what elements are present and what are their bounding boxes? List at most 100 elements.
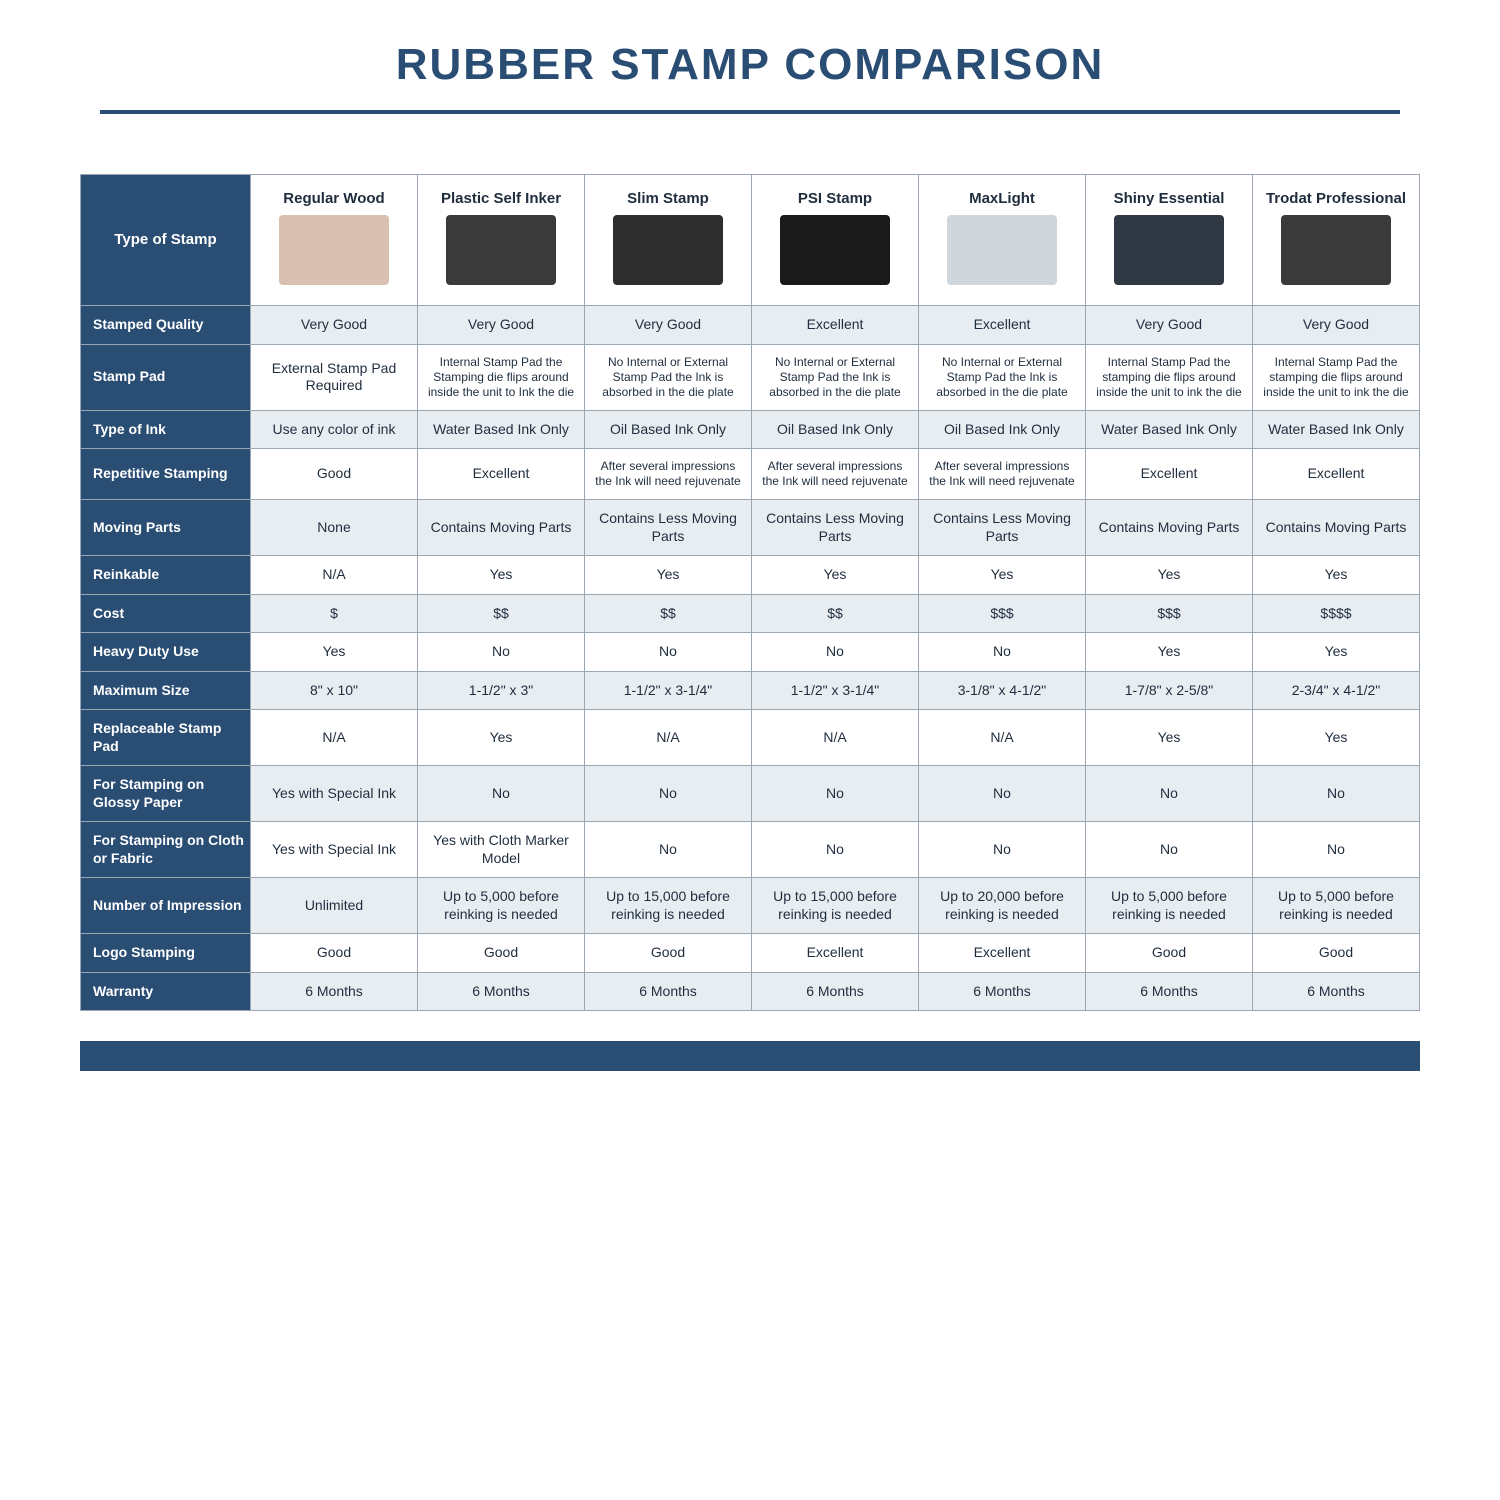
table-cell: Excellent: [1086, 449, 1253, 500]
table-row: Cost$$$$$$$$$$$$$$$$$: [81, 594, 1420, 633]
row-header: Repetitive Stamping: [81, 449, 251, 500]
table-row: Maximum Size8" x 10"1-1/2" x 3"1-1/2" x …: [81, 671, 1420, 710]
table-cell: Unlimited: [251, 878, 418, 934]
table-cell: Up to 5,000 before reinking is needed: [1253, 878, 1420, 934]
table-row: Repetitive StampingGoodExcellentAfter se…: [81, 449, 1420, 500]
table-cell: Yes: [1253, 556, 1420, 595]
table-cell: Very Good: [585, 306, 752, 345]
table-cell: No: [1086, 822, 1253, 878]
table-cell: 1-1/2" x 3": [418, 671, 585, 710]
table-cell: Yes: [1086, 710, 1253, 766]
table-cell: Very Good: [1086, 306, 1253, 345]
col-head-5: Shiny Essential: [1086, 175, 1253, 306]
table-cell: Very Good: [251, 306, 418, 345]
table-cell: No Internal or External Stamp Pad the In…: [752, 344, 919, 410]
stamp-image-5: [1114, 215, 1224, 285]
title-block: RUBBER STAMP COMPARISON: [0, 0, 1500, 134]
table-cell: 6 Months: [752, 972, 919, 1011]
row-header: Stamp Pad: [81, 344, 251, 410]
row-header: For Stamping on Glossy Paper: [81, 766, 251, 822]
table-cell: No: [752, 822, 919, 878]
col-label-0: Regular Wood: [257, 190, 411, 209]
row-header: Warranty: [81, 972, 251, 1011]
table-cell: No: [752, 633, 919, 672]
table-cell: 6 Months: [251, 972, 418, 1011]
table-cell: Yes: [1253, 633, 1420, 672]
table-cell: Yes: [1086, 633, 1253, 672]
col-head-0: Regular Wood: [251, 175, 418, 306]
row-header: Maximum Size: [81, 671, 251, 710]
table-cell: Yes: [1253, 710, 1420, 766]
table-cell: $$$: [1086, 594, 1253, 633]
table-cell: No: [1086, 766, 1253, 822]
stamp-image-2: [613, 215, 723, 285]
table-cell: No: [585, 633, 752, 672]
table-cell: Good: [418, 934, 585, 973]
table-cell: 8" x 10": [251, 671, 418, 710]
table-cell: No: [919, 633, 1086, 672]
table-row: For Stamping on Cloth or FabricYes with …: [81, 822, 1420, 878]
table-cell: Very Good: [1253, 306, 1420, 345]
table-cell: Up to 5,000 before reinking is needed: [418, 878, 585, 934]
table-cell: Oil Based Ink Only: [752, 410, 919, 449]
table-cell: No Internal or External Stamp Pad the In…: [919, 344, 1086, 410]
table-cell: 6 Months: [585, 972, 752, 1011]
stamp-image-1: [446, 215, 556, 285]
table-cell: $$: [585, 594, 752, 633]
table-cell: No: [585, 822, 752, 878]
table-cell: No: [1253, 822, 1420, 878]
table-cell: Use any color of ink: [251, 410, 418, 449]
table-cell: Contains Less Moving Parts: [752, 500, 919, 556]
stamp-image-6: [1281, 215, 1391, 285]
table-cell: No: [919, 822, 1086, 878]
table-cell: Internal Stamp Pad the stamping die flip…: [1253, 344, 1420, 410]
table-cell: No: [919, 766, 1086, 822]
page-title: RUBBER STAMP COMPARISON: [0, 40, 1500, 90]
table-row: Type of InkUse any color of inkWater Bas…: [81, 410, 1420, 449]
table-cell: After several impressions the Ink will n…: [752, 449, 919, 500]
col-head-3: PSI Stamp: [752, 175, 919, 306]
table-cell: Excellent: [418, 449, 585, 500]
table-cell: After several impressions the Ink will n…: [919, 449, 1086, 500]
table-cell: Yes: [418, 556, 585, 595]
table-cell: No: [585, 766, 752, 822]
table-cell: No: [418, 766, 585, 822]
table-row: Warranty6 Months6 Months6 Months6 Months…: [81, 972, 1420, 1011]
table-wrap: Type of Stamp Regular Wood Plastic Self …: [0, 134, 1500, 1041]
table-cell: Contains Moving Parts: [418, 500, 585, 556]
table-cell: 1-1/2" x 3-1/4": [752, 671, 919, 710]
table-cell: Yes with Special Ink: [251, 766, 418, 822]
table-row: Moving PartsNoneContains Moving PartsCon…: [81, 500, 1420, 556]
table-cell: 1-7/8" x 2-5/8": [1086, 671, 1253, 710]
table-cell: Excellent: [919, 934, 1086, 973]
col-label-6: Trodat Professional: [1259, 190, 1413, 209]
row-header: For Stamping on Cloth or Fabric: [81, 822, 251, 878]
col-label-2: Slim Stamp: [591, 190, 745, 209]
table-cell: No: [752, 766, 919, 822]
col-label-4: MaxLight: [925, 190, 1079, 209]
table-cell: No: [1253, 766, 1420, 822]
table-cell: After several impressions the Ink will n…: [585, 449, 752, 500]
table-row: Stamped QualityVery GoodVery GoodVery Go…: [81, 306, 1420, 345]
table-cell: Contains Less Moving Parts: [919, 500, 1086, 556]
table-cell: External Stamp Pad Required: [251, 344, 418, 410]
table-cell: Water Based Ink Only: [1086, 410, 1253, 449]
table-cell: Good: [585, 934, 752, 973]
table-cell: Good: [1253, 934, 1420, 973]
table-cell: Internal Stamp Pad the Stamping die flip…: [418, 344, 585, 410]
table-cell: Yes: [1086, 556, 1253, 595]
table-cell: Excellent: [752, 306, 919, 345]
table-cell: Very Good: [418, 306, 585, 345]
row-header: Cost: [81, 594, 251, 633]
table-cell: N/A: [251, 556, 418, 595]
stamp-image-3: [780, 215, 890, 285]
header-row: Type of Stamp Regular Wood Plastic Self …: [81, 175, 1420, 306]
col-head-6: Trodat Professional: [1253, 175, 1420, 306]
table-cell: Yes: [752, 556, 919, 595]
col-label-5: Shiny Essential: [1092, 190, 1246, 209]
title-rule: [100, 110, 1400, 114]
table-cell: Contains Moving Parts: [1086, 500, 1253, 556]
row-header: Replaceable Stamp Pad: [81, 710, 251, 766]
table-cell: 1-1/2" x 3-1/4": [585, 671, 752, 710]
row-header: Stamped Quality: [81, 306, 251, 345]
